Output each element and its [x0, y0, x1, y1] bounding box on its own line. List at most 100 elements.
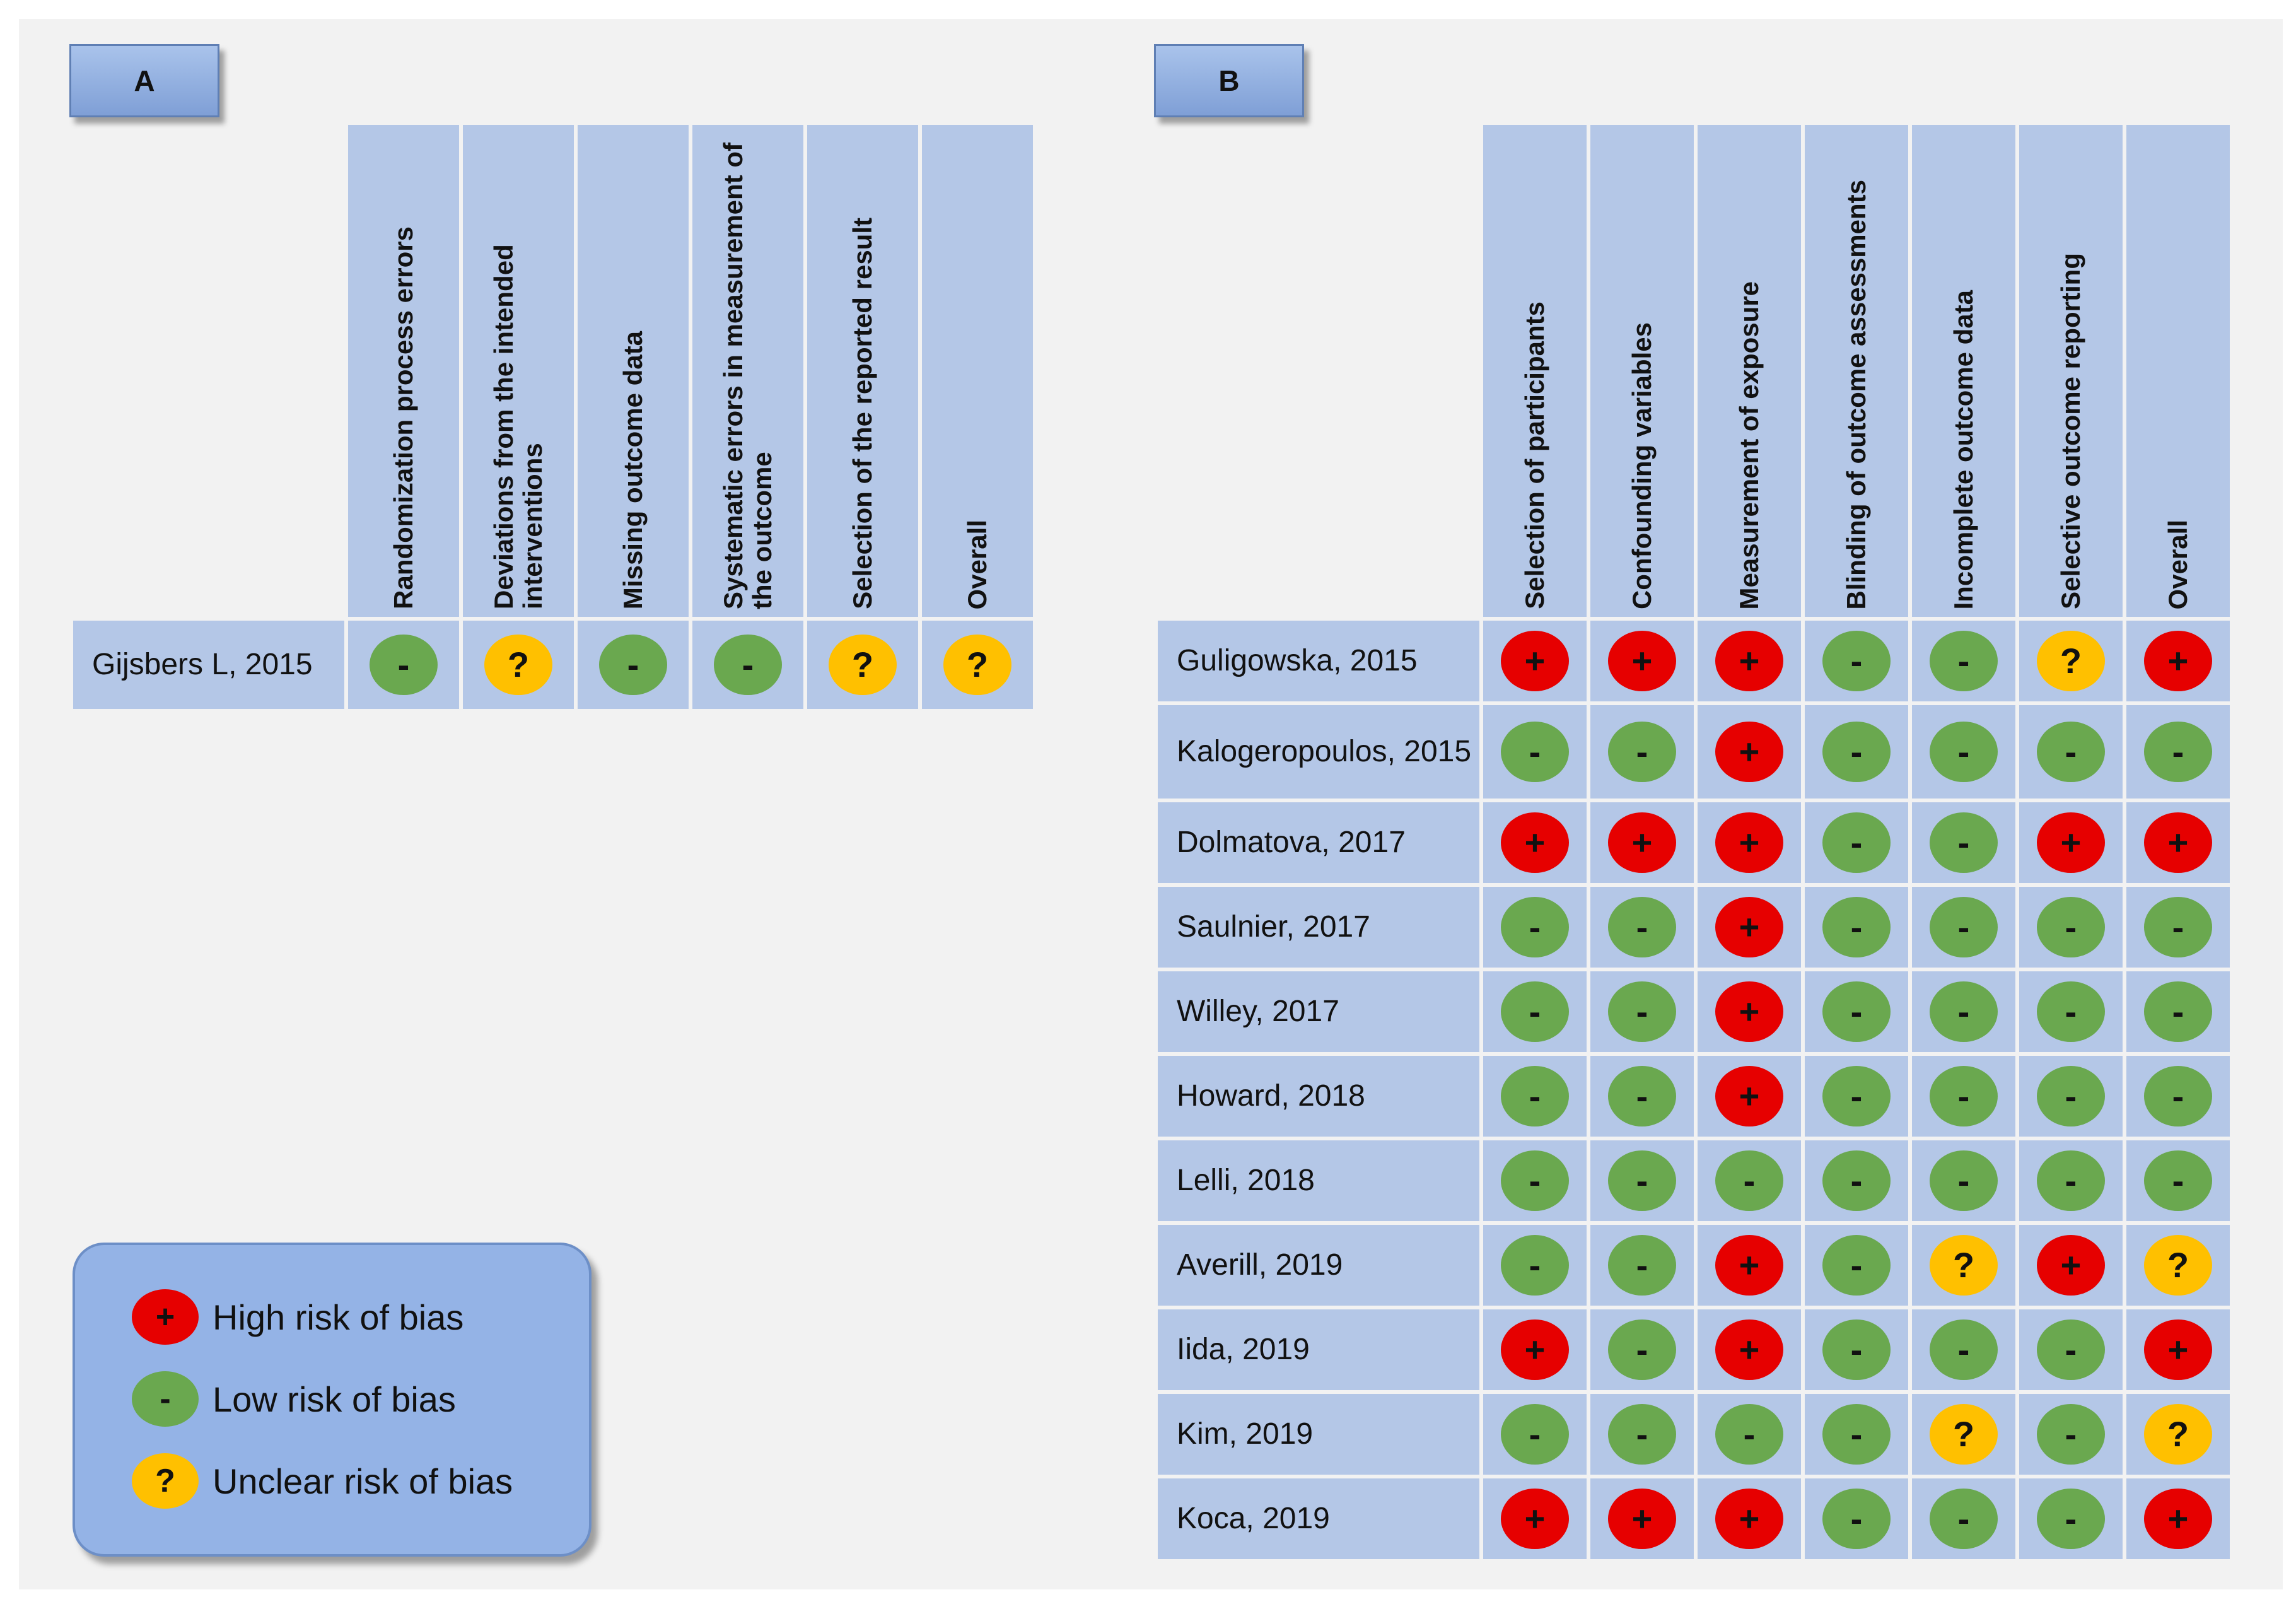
rating-cell: -: [2019, 1056, 2123, 1137]
rating-cell: +: [2126, 802, 2230, 883]
low-risk-marker-icon: -: [2144, 981, 2212, 1042]
unclear-risk-marker-icon: ?: [2037, 631, 2105, 691]
rating-cell: +: [1698, 621, 1801, 701]
column-header: Blinding of outcome assessments: [1805, 125, 1908, 617]
rating-cell: +: [1698, 1056, 1801, 1137]
rating-cell: +: [2126, 1478, 2230, 1559]
low-risk-marker-icon: -: [1501, 897, 1569, 957]
low-risk-marker-icon: -: [1822, 1319, 1891, 1380]
rating-cell: ?: [2126, 1225, 2230, 1306]
figure-canvas: A B Randomization process errors Deviatio…: [19, 19, 2283, 1589]
rating-cell: +: [1483, 1309, 1587, 1390]
low-risk-marker-icon: -: [1501, 722, 1569, 782]
low-risk-marker-icon: -: [2037, 1066, 2105, 1126]
column-header: Systematic errors in measurement of the …: [692, 125, 803, 617]
study-label: Kalogeropoulos, 2015: [1158, 705, 1479, 799]
rating-cell: ?: [922, 621, 1033, 709]
low-risk-marker-icon: -: [1715, 1404, 1783, 1465]
rating-cell: -: [1805, 1225, 1908, 1306]
column-header: Selection of the reported result: [807, 125, 918, 617]
high-risk-marker-icon: +: [1501, 1319, 1569, 1380]
column-header-label: Confounding variables: [1627, 322, 1657, 609]
column-header: Confounding variables: [1590, 125, 1694, 617]
high-risk-marker-icon: +: [1715, 1235, 1783, 1296]
rating-cell: -: [1912, 1056, 2015, 1137]
legend-label-low: Low risk of bias: [213, 1379, 456, 1419]
low-risk-marker-icon: -: [2144, 722, 2212, 782]
high-risk-marker-icon: +: [2144, 812, 2212, 873]
study-label: Lelli, 2018: [1158, 1140, 1479, 1221]
low-risk-marker-icon: -: [1501, 1150, 1569, 1211]
rating-cell: -: [1805, 802, 1908, 883]
low-risk-marker-icon: -: [2144, 1150, 2212, 1211]
low-risk-marker-icon: -: [1822, 981, 1891, 1042]
low-risk-marker-icon: -: [1930, 722, 1998, 782]
high-risk-marker-icon: +: [1715, 897, 1783, 957]
rating-cell: -: [1483, 887, 1587, 968]
rating-cell: -: [1805, 705, 1908, 799]
rating-cell: -: [2019, 887, 2123, 968]
low-risk-marker-icon: -: [1608, 1066, 1676, 1126]
high-risk-marker-icon: +: [1715, 812, 1783, 873]
column-header-label: Incomplete outcome data: [1949, 290, 1978, 609]
rating-cell: -: [2019, 1394, 2123, 1475]
rating-cell: -: [1912, 887, 2015, 968]
rating-cell: -: [1698, 1140, 1801, 1221]
rating-cell: -: [2019, 1309, 2123, 1390]
unclear-risk-marker-icon: ?: [1930, 1404, 1998, 1465]
high-risk-marker-icon: +: [1715, 981, 1783, 1042]
low-risk-marker-icon: -: [1608, 1235, 1676, 1296]
header-corner: [73, 125, 344, 617]
low-risk-marker-icon: -: [1930, 812, 1998, 873]
high-risk-marker-icon: +: [2037, 812, 2105, 873]
risk-of-bias-table-a: Randomization process errors Deviations f…: [69, 121, 1037, 713]
low-risk-marker-icon: -: [1715, 1150, 1783, 1211]
low-risk-marker-icon: -: [2037, 722, 2105, 782]
panel-a-tag: A: [69, 44, 219, 117]
rating-cell: -: [2019, 971, 2123, 1052]
study-label: Willey, 2017: [1158, 971, 1479, 1052]
rating-cell: +: [1698, 1225, 1801, 1306]
high-risk-marker-icon: +: [1608, 631, 1676, 691]
rating-cell: +: [1483, 1478, 1587, 1559]
rating-cell: -: [1912, 621, 2015, 701]
low-risk-marker-icon: -: [2037, 1404, 2105, 1465]
rating-cell: +: [2019, 1225, 2123, 1306]
rating-cell: -: [1805, 887, 1908, 968]
column-header: Selection of participants: [1483, 125, 1587, 617]
low-risk-marker-icon: -: [370, 635, 438, 695]
low-risk-marker-icon: -: [1930, 1066, 1998, 1126]
study-row: Gijsbers L, 2015-? - -??: [73, 621, 1033, 709]
rating-cell: -: [1912, 1140, 2015, 1221]
column-header-label: Selection of participants: [1520, 301, 1549, 609]
column-header: Selective outcome reporting: [2019, 125, 2123, 617]
low-risk-marker-icon: -: [1930, 897, 1998, 957]
rating-cell: -: [1590, 1140, 1694, 1221]
rating-cell: -: [1483, 1225, 1587, 1306]
study-row: Saulnier, 2017- - + - - - -: [1158, 887, 2230, 968]
low-risk-marker-icon: -: [2144, 1066, 2212, 1126]
low-risk-marker-icon: -: [2037, 1150, 2105, 1211]
high-risk-marker-icon: +: [1715, 722, 1783, 782]
rating-cell: -: [2126, 705, 2230, 799]
low-risk-marker-icon: -: [1822, 722, 1891, 782]
study-label: Averill, 2019: [1158, 1225, 1479, 1306]
column-header-label: Blinding of outcome assessments: [1841, 179, 1871, 609]
low-risk-marker-icon: -: [1822, 1489, 1891, 1549]
low-risk-marker-icon: -: [2037, 897, 2105, 957]
rating-cell: ?: [1912, 1394, 2015, 1475]
study-row: Averill, 2019- - + -? +?: [1158, 1225, 2230, 1306]
column-header-label: Overall: [962, 519, 992, 609]
low-risk-marker-icon: -: [1822, 1150, 1891, 1211]
study-label: Dolmatova, 2017: [1158, 802, 1479, 883]
rating-cell: -: [1590, 705, 1694, 799]
column-header-label: Selection of the reported result: [848, 218, 877, 609]
column-header: Overall: [922, 125, 1033, 617]
high-risk-marker-icon: +: [1501, 1489, 1569, 1549]
rating-cell: -: [1590, 1225, 1694, 1306]
rating-cell: +: [2019, 802, 2123, 883]
column-header-label: Randomization process errors: [388, 226, 418, 609]
rating-cell: -: [1805, 1056, 1908, 1137]
rating-cell: +: [1698, 705, 1801, 799]
rating-cell: +: [1590, 802, 1694, 883]
